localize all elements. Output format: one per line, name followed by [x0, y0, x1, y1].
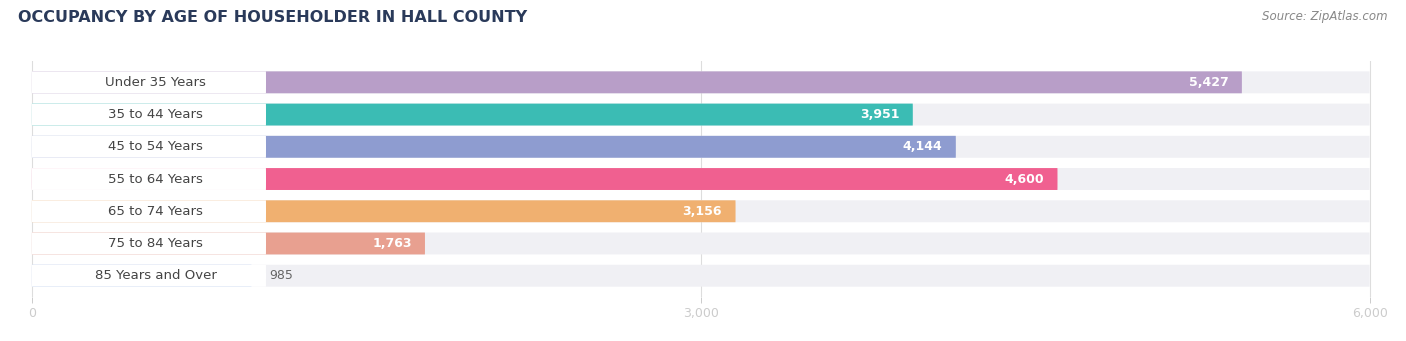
FancyBboxPatch shape	[32, 71, 1369, 93]
Text: 65 to 74 Years: 65 to 74 Years	[108, 205, 202, 218]
FancyBboxPatch shape	[32, 233, 1369, 254]
Text: 1,763: 1,763	[373, 237, 412, 250]
Text: 45 to 54 Years: 45 to 54 Years	[108, 140, 202, 153]
FancyBboxPatch shape	[32, 168, 1057, 190]
FancyBboxPatch shape	[32, 233, 266, 254]
FancyBboxPatch shape	[32, 71, 1241, 93]
Text: 35 to 44 Years: 35 to 44 Years	[108, 108, 202, 121]
FancyBboxPatch shape	[32, 265, 252, 287]
FancyBboxPatch shape	[32, 104, 266, 125]
Text: Source: ZipAtlas.com: Source: ZipAtlas.com	[1263, 10, 1388, 23]
Text: 85 Years and Over: 85 Years and Over	[94, 269, 217, 282]
FancyBboxPatch shape	[32, 265, 1369, 287]
FancyBboxPatch shape	[32, 104, 912, 125]
FancyBboxPatch shape	[32, 168, 1369, 190]
FancyBboxPatch shape	[32, 233, 425, 254]
Text: 4,144: 4,144	[903, 140, 942, 153]
Text: OCCUPANCY BY AGE OF HOUSEHOLDER IN HALL COUNTY: OCCUPANCY BY AGE OF HOUSEHOLDER IN HALL …	[18, 10, 527, 25]
Text: 55 to 64 Years: 55 to 64 Years	[108, 173, 202, 186]
Text: 4,600: 4,600	[1004, 173, 1045, 186]
Text: 985: 985	[270, 269, 294, 282]
Text: Under 35 Years: Under 35 Years	[105, 76, 207, 89]
FancyBboxPatch shape	[32, 200, 266, 222]
FancyBboxPatch shape	[32, 136, 1369, 158]
FancyBboxPatch shape	[32, 168, 266, 190]
Text: 3,156: 3,156	[683, 205, 723, 218]
FancyBboxPatch shape	[32, 104, 1369, 125]
Text: 5,427: 5,427	[1188, 76, 1229, 89]
FancyBboxPatch shape	[32, 136, 956, 158]
FancyBboxPatch shape	[32, 71, 266, 93]
Text: 75 to 84 Years: 75 to 84 Years	[108, 237, 202, 250]
FancyBboxPatch shape	[32, 200, 1369, 222]
Text: 3,951: 3,951	[860, 108, 900, 121]
FancyBboxPatch shape	[32, 200, 735, 222]
FancyBboxPatch shape	[32, 265, 266, 287]
FancyBboxPatch shape	[32, 136, 266, 158]
